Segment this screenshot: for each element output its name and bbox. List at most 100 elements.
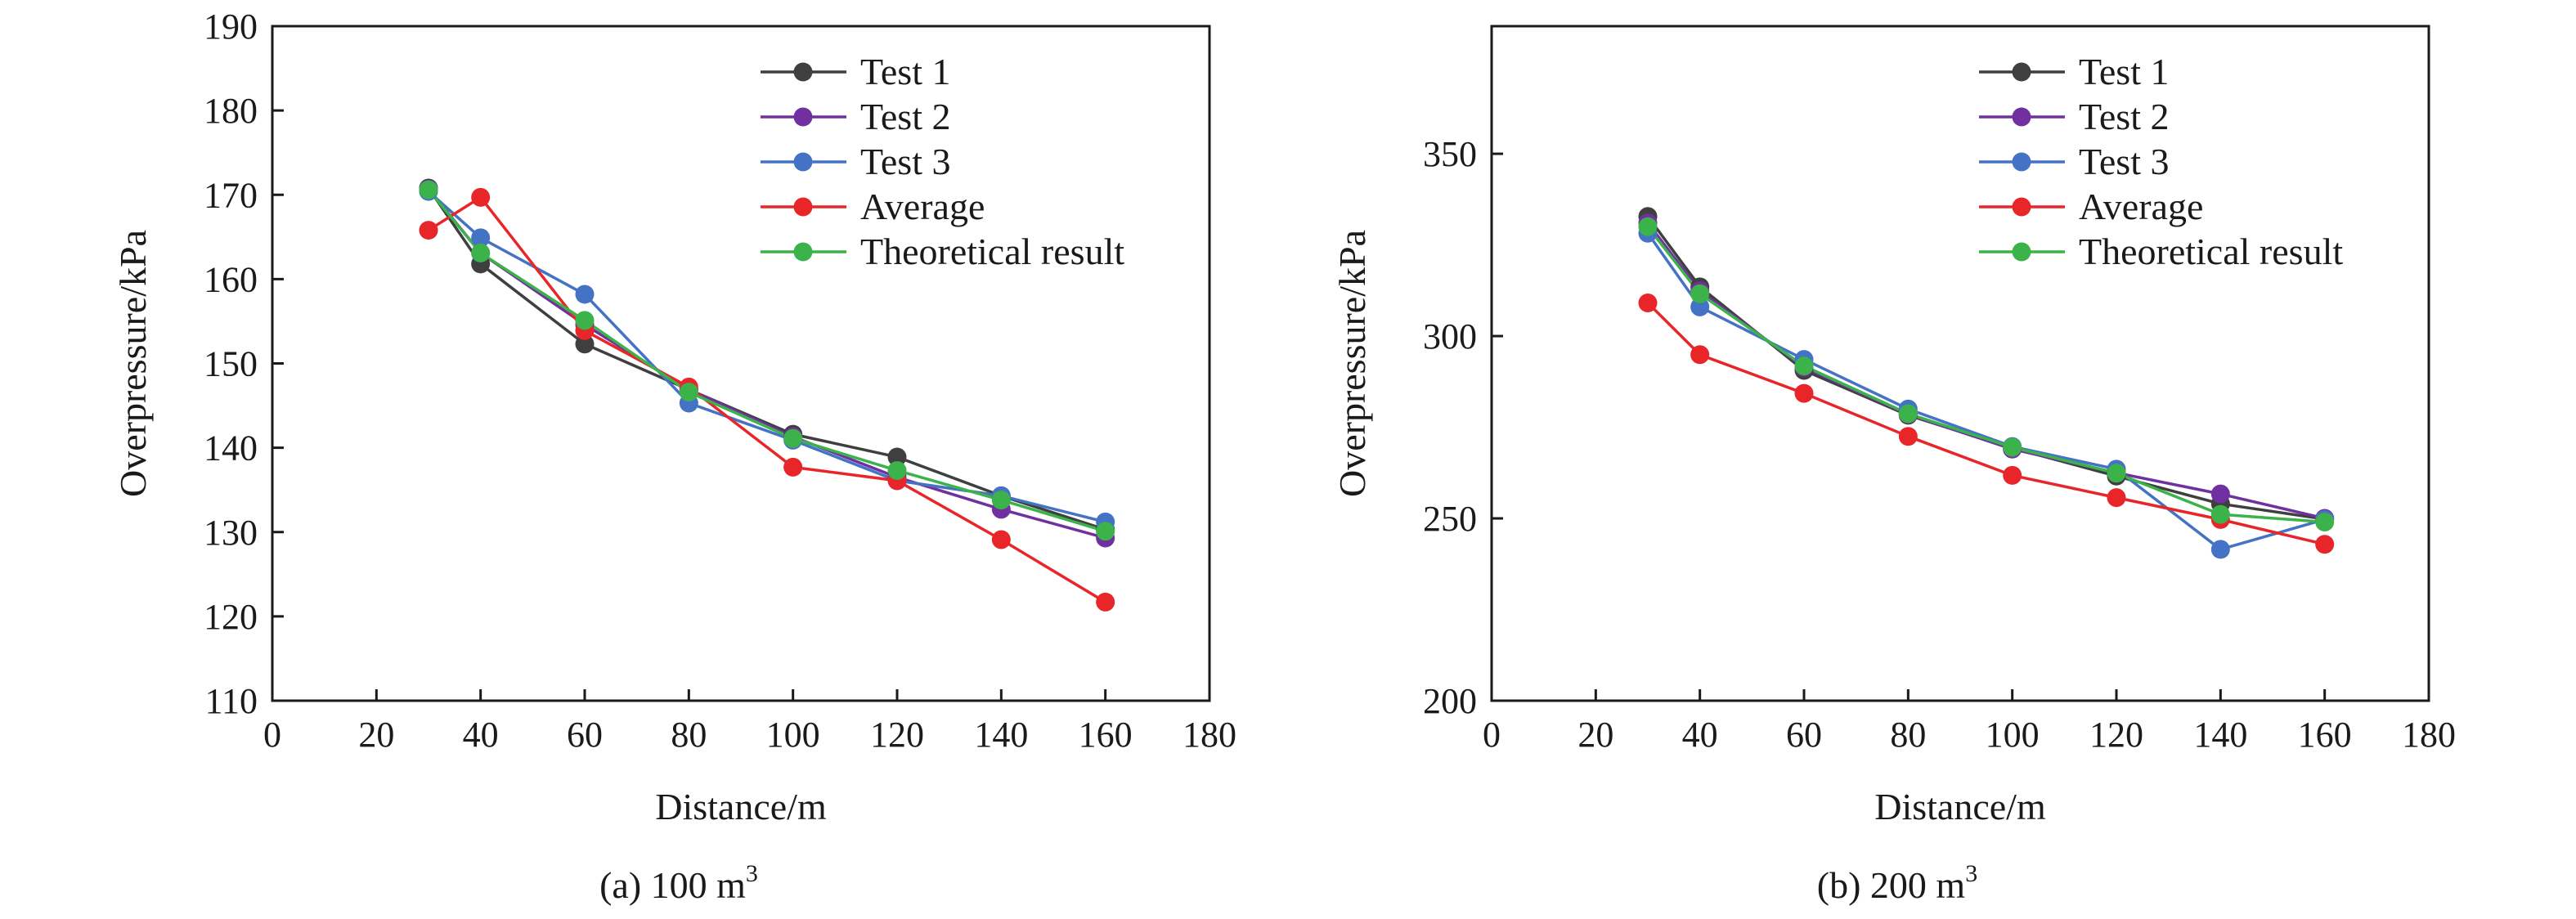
x-tick-label: 160 (2298, 715, 2352, 755)
data-point (471, 187, 491, 207)
data-point (2210, 504, 2230, 524)
x-tick-label: 140 (2193, 715, 2247, 755)
panel-caption: (a) 100 m3 (599, 860, 758, 906)
legend-label: Test 3 (2079, 141, 2170, 182)
y-tick-label: 130 (204, 513, 258, 553)
x-tick-label: 160 (1079, 715, 1133, 755)
y-tick-label: 170 (204, 175, 258, 215)
legend-swatch-marker (793, 197, 813, 217)
legend-label: Theoretical result (860, 231, 1124, 272)
x-tick-label: 0 (1483, 715, 1501, 755)
data-point (2003, 437, 2022, 457)
x-tick-label: 120 (870, 715, 924, 755)
y-tick-label: 350 (1423, 134, 1477, 174)
data-point (2315, 535, 2335, 554)
legend-swatch-marker (2012, 242, 2031, 262)
legend-label: Test 2 (860, 96, 951, 137)
y-tick-label: 120 (204, 597, 258, 637)
x-axis-title: Distance/m (655, 786, 827, 827)
data-point (471, 228, 491, 248)
data-point (419, 221, 438, 240)
x-tick-label: 0 (263, 715, 281, 755)
legend-label: Average (2079, 186, 2203, 227)
x-tick-label: 120 (2089, 715, 2143, 755)
legend-swatch-marker (2012, 62, 2031, 82)
legend-label: Test 1 (2079, 51, 2170, 92)
series-line-3 (427, 190, 1106, 524)
data-point (2315, 512, 2335, 531)
data-point (783, 428, 803, 448)
x-tick-label: 100 (766, 715, 820, 755)
y-tick-label: 110 (205, 681, 258, 721)
data-point (2003, 465, 2022, 485)
series-line-5 (427, 188, 1106, 533)
data-point (1638, 217, 1658, 236)
legend-label: Test 1 (860, 51, 951, 92)
x-tick-label: 180 (1183, 715, 1236, 755)
y-axis-title: Overpressure/kPa (1331, 230, 1373, 497)
data-point (1690, 345, 1710, 365)
data-point (1898, 404, 1918, 424)
legend-label: Theoretical result (2079, 231, 2343, 272)
x-tick-label: 140 (974, 715, 1028, 755)
data-point (2107, 488, 2126, 508)
y-tick-label: 180 (204, 91, 258, 131)
x-tick-label: 20 (1577, 715, 1613, 755)
legend-swatch-marker (793, 242, 813, 262)
y-tick-label: 150 (204, 344, 258, 384)
x-tick-label: 180 (2402, 715, 2456, 755)
legend-label: Average (860, 186, 985, 227)
data-point (471, 243, 491, 262)
y-tick-label: 200 (1423, 681, 1477, 721)
legend-swatch-marker (793, 152, 813, 172)
data-point (575, 334, 595, 354)
data-point (1096, 522, 1115, 541)
data-point (783, 457, 803, 477)
y-tick-label: 190 (204, 7, 258, 47)
data-point (679, 383, 698, 402)
legend-swatch-marker (793, 107, 813, 127)
x-tick-label: 20 (358, 715, 394, 755)
data-point (575, 285, 595, 304)
legend-swatch-marker (2012, 152, 2031, 172)
data-point (1690, 297, 1710, 316)
data-point (1096, 592, 1115, 612)
y-axis-title: Overpressure/kPa (112, 230, 154, 497)
legend-swatch-marker (2012, 107, 2031, 127)
x-tick-label: 60 (567, 715, 603, 755)
data-point (1794, 356, 1814, 376)
data-point (2210, 484, 2230, 504)
data-point (1794, 383, 1814, 403)
y-tick-label: 140 (204, 428, 258, 468)
data-point (2210, 540, 2230, 559)
data-point (991, 530, 1011, 549)
series-line-4 (1646, 302, 2326, 546)
x-tick-label: 100 (1986, 715, 2040, 755)
data-point (1690, 284, 1710, 303)
chart-panel-2: 0 20 40 60 80 100 120 140 160 180 200 250 300 350 Dist… (1331, 25, 2456, 906)
legend-label: Test 3 (860, 141, 951, 182)
series-line-4 (428, 195, 1106, 603)
data-point (2107, 464, 2126, 483)
y-tick-label: 300 (1423, 316, 1477, 356)
series-line-5 (1646, 226, 2325, 524)
y-tick-label: 250 (1423, 499, 1477, 539)
plot-frame (271, 25, 1211, 702)
legend-label: Test 2 (2079, 96, 2170, 137)
data-point (887, 460, 907, 480)
x-tick-label: 80 (671, 715, 707, 755)
data-point (991, 491, 1011, 510)
y-tick-label: 160 (204, 259, 258, 299)
x-axis-title: Distance/m (1874, 786, 2046, 827)
data-point (419, 180, 438, 199)
chart-panel-1: 0 20 40 60 80 100 120 140 160 180 110 120 130 140 150 1… (112, 7, 1236, 906)
x-tick-label: 40 (1682, 715, 1718, 755)
x-tick-label: 80 (1890, 715, 1926, 755)
series-line-3 (1646, 232, 2326, 551)
data-point (887, 447, 907, 467)
x-tick-label: 60 (1786, 715, 1822, 755)
